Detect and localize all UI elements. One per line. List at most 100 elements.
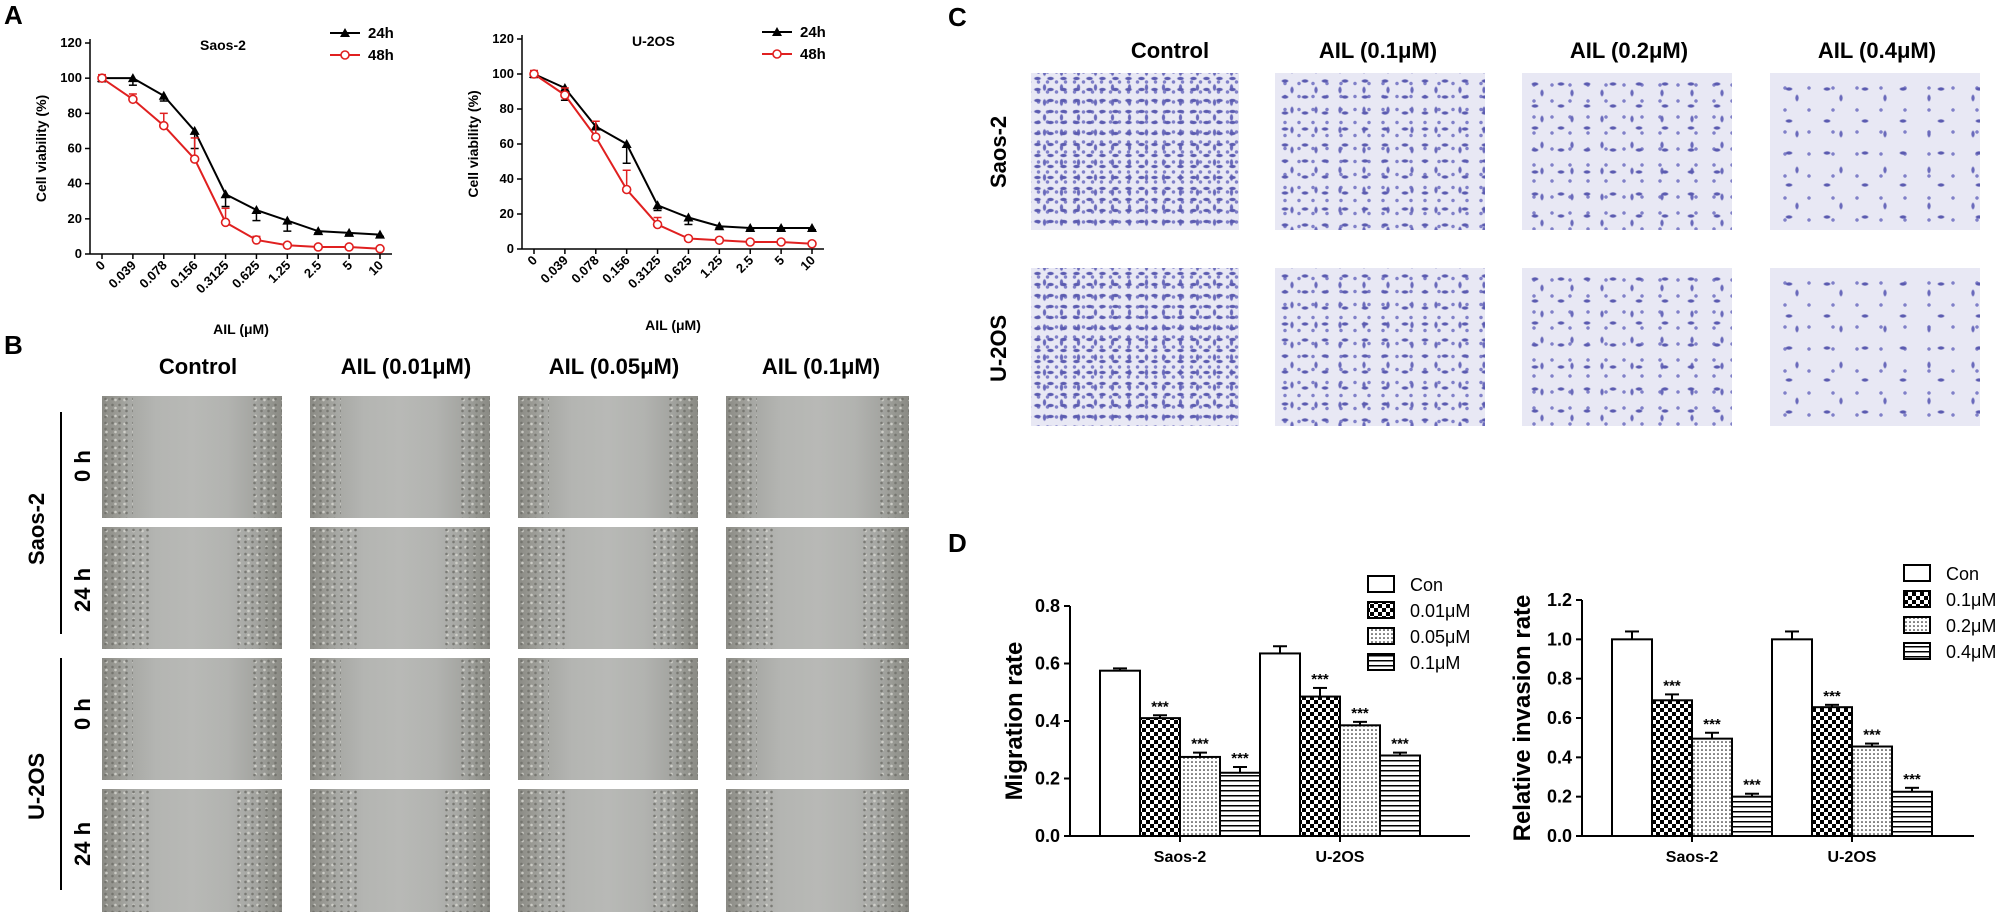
transwell-cell-line-label: U-2OS xyxy=(986,314,1011,382)
wound-image xyxy=(726,789,910,912)
data-point xyxy=(714,221,725,231)
data-point xyxy=(621,184,632,195)
chart-title: U-2OS xyxy=(632,33,675,49)
x-tick-label: Saos-2 xyxy=(1666,849,1719,866)
x-tick-label: 2.5 xyxy=(733,253,756,276)
data-point xyxy=(97,73,107,83)
wound-image xyxy=(102,396,282,518)
significance-marker: *** xyxy=(1703,716,1721,733)
y-tick-label: 60 xyxy=(500,136,514,151)
series-line-48h xyxy=(101,77,381,250)
data-point xyxy=(560,90,570,100)
viability-chart-saos2: 02040608010012000.0390.0780.1560.31250.6… xyxy=(33,25,394,337)
data-point xyxy=(776,223,787,232)
series-line-48h xyxy=(533,73,813,245)
wound-col-header: AIL (0.01μM) xyxy=(340,354,472,379)
chart-title: Saos-2 xyxy=(200,37,246,53)
significance-marker: *** xyxy=(1823,688,1841,705)
legend-label: 0.2μM xyxy=(1946,616,1996,636)
panel-letter-a: A xyxy=(4,0,23,30)
x-tick-label: 0.625 xyxy=(229,258,263,292)
transwell-cell-line-label: Saos-2 xyxy=(986,115,1011,188)
x-tick-label: 0.039 xyxy=(105,258,139,292)
wound-image xyxy=(518,658,698,780)
wound-col-header: AIL (0.05μM) xyxy=(548,354,680,379)
bar-Con xyxy=(1099,669,1141,837)
migration-bar-chart: 0.0 0.2 0.4 0.6 0.8 Migration rate *** *** *** Sa… xyxy=(1001,575,1470,866)
bar-0.1μM xyxy=(1811,706,1853,837)
bar-Con xyxy=(1611,638,1653,838)
bar-0.2μM xyxy=(1851,745,1893,837)
significance-marker: *** xyxy=(1903,771,1921,788)
data-point xyxy=(745,223,756,232)
wound-image xyxy=(518,527,698,649)
data-point xyxy=(220,189,231,199)
significance-marker: *** xyxy=(1351,705,1369,722)
x-tick-label: 0.039 xyxy=(537,253,571,287)
transwell-image xyxy=(1275,73,1485,230)
data-point xyxy=(127,73,138,83)
significance-marker: *** xyxy=(1663,677,1681,694)
y-tick-label: 40 xyxy=(500,171,514,186)
transwell-col-header: Control xyxy=(1130,38,1210,63)
significance-marker: *** xyxy=(1391,736,1409,753)
bar-0.01μM xyxy=(1139,717,1181,837)
legend-label: Con xyxy=(1410,575,1443,595)
significance-marker: *** xyxy=(1231,750,1249,767)
x-axis-label: AIL (μM) xyxy=(645,317,701,333)
wound-image xyxy=(310,789,490,912)
transwell-col-header: AIL (0.1μM) xyxy=(1318,38,1438,63)
bar-0.1μM xyxy=(1219,771,1261,837)
data-point xyxy=(282,240,293,251)
legend-label: 0.4μM xyxy=(1946,642,1996,662)
x-tick-label: 0 xyxy=(92,258,108,274)
x-tick-label: 1.25 xyxy=(265,258,294,287)
significance-marker: *** xyxy=(1151,698,1169,715)
transwell-col-header: AIL (0.2μM) xyxy=(1569,38,1689,63)
wound-time-label: 0 h xyxy=(70,450,95,482)
y-axis-label: Cell viability (%) xyxy=(465,90,481,197)
legend-swatch xyxy=(1903,564,1931,582)
bar-0.1μM xyxy=(1651,699,1693,837)
data-point xyxy=(745,237,756,247)
data-point xyxy=(590,132,601,142)
legend-label: 0.05μM xyxy=(1410,627,1470,647)
y-tick-label: 0.6 xyxy=(1035,654,1060,674)
bar-Con xyxy=(1771,638,1813,838)
wound-image xyxy=(726,658,910,780)
data-point xyxy=(313,242,324,252)
series-line-24h xyxy=(102,77,381,236)
y-axis-label: Migration rate xyxy=(1001,642,1028,801)
legend-swatch xyxy=(1903,642,1931,660)
data-point xyxy=(683,233,694,244)
bar-0.05μM xyxy=(1179,755,1221,837)
wound-time-label: 24 h xyxy=(70,567,95,612)
data-point xyxy=(807,238,817,249)
y-tick-label: 0.0 xyxy=(1547,826,1572,846)
x-tick-label: 1.25 xyxy=(697,253,726,282)
data-point xyxy=(251,205,262,215)
y-tick-label: 0.0 xyxy=(1035,826,1060,846)
significance-marker: *** xyxy=(1311,671,1329,688)
wound-image xyxy=(518,789,698,912)
x-tick-label: Saos-2 xyxy=(1154,849,1207,866)
wound-image xyxy=(310,658,490,780)
bar-Con xyxy=(1259,652,1301,837)
significance-marker: *** xyxy=(1743,777,1761,794)
viability-chart-u2os: 02040608010012000.0390.0780.1560.31250.6… xyxy=(465,24,826,333)
data-point xyxy=(776,237,786,247)
significance-marker: *** xyxy=(1191,736,1209,753)
y-tick-label: 1.0 xyxy=(1547,629,1572,649)
y-axis-label: Relative invasion rate xyxy=(1509,595,1536,842)
bar-0.05μM xyxy=(1339,724,1381,837)
y-tick-label: 20 xyxy=(68,211,82,226)
x-tick-label: 0 xyxy=(524,253,540,269)
y-tick-label: 0.4 xyxy=(1547,747,1572,767)
legend-swatch xyxy=(1367,627,1395,645)
data-point xyxy=(158,90,169,100)
wound-col-header: Control xyxy=(158,354,238,379)
wound-image xyxy=(726,527,910,649)
wound-image xyxy=(518,396,698,518)
wound-image xyxy=(102,789,282,912)
y-tick-label: 0.2 xyxy=(1035,769,1060,789)
